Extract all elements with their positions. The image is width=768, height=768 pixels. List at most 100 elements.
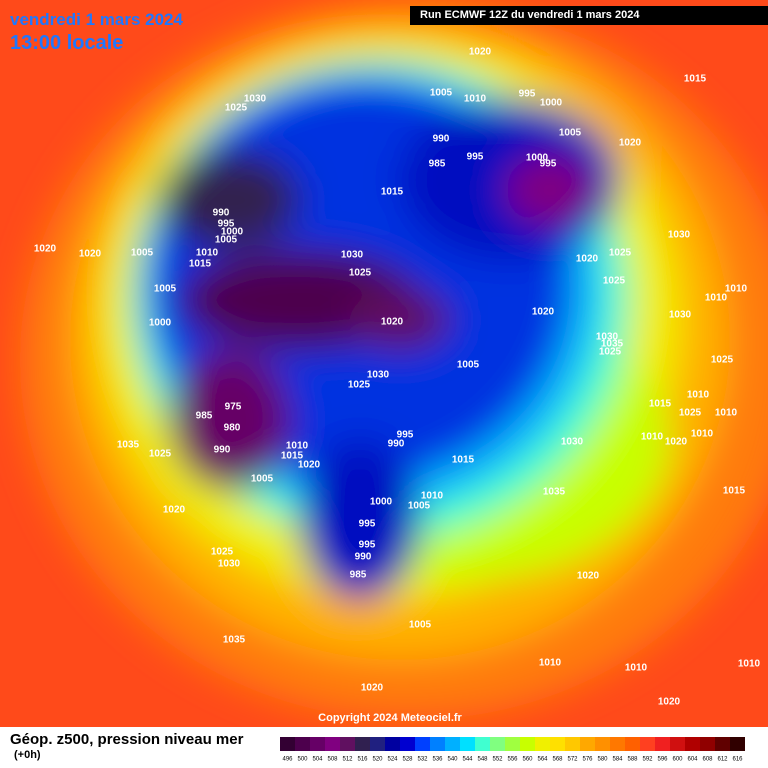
isobar-label: 1030 bbox=[561, 437, 584, 448]
isobar-label: 1020 bbox=[163, 505, 186, 516]
isobar-label: 995 bbox=[218, 219, 235, 230]
colorbar-label: 584 bbox=[612, 757, 623, 763]
time: 13:00 locale bbox=[10, 32, 124, 54]
isobar-label: 1000 bbox=[526, 153, 549, 164]
isobar-label: 1005 bbox=[154, 284, 177, 295]
colorbar-swatch bbox=[415, 737, 430, 751]
isobar-label: 995 bbox=[359, 519, 376, 530]
isobar-label: 1010 bbox=[625, 663, 648, 674]
colorbar-swatch bbox=[610, 737, 625, 751]
colorbar-swatch bbox=[475, 737, 490, 751]
isobar-label: 1005 bbox=[409, 620, 432, 631]
colorbar-label: 548 bbox=[477, 757, 488, 763]
colorbar-label: 556 bbox=[507, 757, 518, 763]
colorbar-swatch bbox=[445, 737, 460, 751]
isobar-label: 1020 bbox=[298, 460, 321, 471]
colorbar-label: 600 bbox=[672, 757, 683, 763]
isobar-label: 1030 bbox=[669, 310, 692, 321]
isobar-label: 1010 bbox=[725, 284, 748, 295]
colorbar-swatch bbox=[490, 737, 505, 751]
isobar-label: 1000 bbox=[221, 227, 244, 238]
isobar-label: 995 bbox=[397, 430, 414, 441]
isobar-label: 985 bbox=[196, 411, 213, 422]
isobar-label: 1025 bbox=[349, 268, 372, 279]
isobar-label: 1025 bbox=[679, 408, 702, 419]
colorbar-label: 504 bbox=[312, 757, 323, 763]
colorbar-swatch bbox=[595, 737, 610, 751]
colorbar-swatch bbox=[310, 737, 325, 751]
isobar-label: 995 bbox=[467, 152, 484, 163]
isobar-label: 1025 bbox=[609, 248, 632, 259]
colorbar-swatch bbox=[670, 737, 685, 751]
isobar-label: 1020 bbox=[34, 244, 57, 255]
colorbar-label: 532 bbox=[417, 757, 428, 763]
colorbar-swatch bbox=[580, 737, 595, 751]
isobar-label: 1010 bbox=[691, 429, 714, 440]
isobar-label: 980 bbox=[224, 423, 241, 434]
isobar-label: 1005 bbox=[215, 235, 238, 246]
isobar-label: 1010 bbox=[715, 408, 738, 419]
isobar-label: 1025 bbox=[149, 449, 172, 460]
isobar-label: 1025 bbox=[599, 347, 622, 358]
colorbar-label: 588 bbox=[627, 757, 638, 763]
colorbar-swatch bbox=[685, 737, 700, 751]
colorbar-label: 616 bbox=[732, 757, 743, 763]
colorbar-label: 572 bbox=[567, 757, 578, 763]
isobar-label: 1015 bbox=[723, 486, 746, 497]
colorbar-label: 508 bbox=[327, 757, 338, 763]
isobar-label: 1005 bbox=[559, 128, 582, 139]
isobar-label: 1035 bbox=[117, 440, 140, 451]
isobar-label: 1025 bbox=[711, 355, 734, 366]
colorbar-label: 512 bbox=[342, 757, 353, 763]
isobar-label: 990 bbox=[355, 552, 372, 563]
colorbar-label: 604 bbox=[687, 757, 698, 763]
isobar-label: 1000 bbox=[540, 98, 563, 109]
isobar-label: 1010 bbox=[286, 441, 309, 452]
isobar-label: 985 bbox=[429, 159, 446, 170]
isobar-label: 1015 bbox=[281, 451, 304, 462]
isobar-label: 990 bbox=[433, 134, 450, 145]
geopotential-field bbox=[20, 0, 768, 720]
isobar-label: 1030 bbox=[668, 230, 691, 241]
colorbar-swatch bbox=[385, 737, 400, 751]
isobar-label: 990 bbox=[214, 445, 231, 456]
isobar-label: 1020 bbox=[79, 249, 102, 260]
colorbar-swatch bbox=[355, 737, 370, 751]
isobar-label: 995 bbox=[519, 89, 536, 100]
isobar-label: 990 bbox=[388, 439, 405, 450]
colorbar-label: 564 bbox=[537, 757, 548, 763]
isobar-label: 1025 bbox=[211, 547, 234, 558]
isobar-label: 1020 bbox=[361, 683, 384, 694]
colorbar-label: 516 bbox=[357, 757, 368, 763]
colorbar-swatch bbox=[460, 737, 475, 751]
colorbar-label: 500 bbox=[297, 757, 308, 763]
isobar-label: 1020 bbox=[619, 138, 642, 149]
colorbar-swatch bbox=[370, 737, 385, 751]
colorbar-label: 576 bbox=[582, 757, 593, 763]
isobar-label: 1000 bbox=[149, 318, 172, 329]
colorbar-swatch bbox=[700, 737, 715, 751]
isobar-label: 1010 bbox=[539, 658, 562, 669]
colorbar-swatch bbox=[715, 737, 730, 751]
lead-time: (+0h) bbox=[14, 749, 41, 761]
isobar-label: 1015 bbox=[684, 74, 707, 85]
colorbar-label: 540 bbox=[447, 757, 458, 763]
colorbar-label: 580 bbox=[597, 757, 608, 763]
isobar-label: 1005 bbox=[131, 248, 154, 259]
isobar-label: 995 bbox=[540, 159, 557, 170]
colorbar-label: 544 bbox=[462, 757, 473, 763]
isobar-label: 1010 bbox=[641, 432, 664, 443]
colorbar-label: 592 bbox=[642, 757, 653, 763]
colorbar-swatch bbox=[505, 737, 520, 751]
isobar-label: 1030 bbox=[596, 332, 619, 343]
colorbar-swatch bbox=[655, 737, 670, 751]
isobar-label: 1005 bbox=[408, 501, 431, 512]
colorbar-swatch bbox=[565, 737, 580, 751]
colorbar: 496 500 504 508 512 516 520 524 528 532 536 540 544 5… bbox=[280, 737, 745, 763]
isobar-label: 1010 bbox=[687, 390, 710, 401]
colorbar-label: 568 bbox=[552, 757, 563, 763]
isobar-label: 1030 bbox=[218, 559, 241, 570]
